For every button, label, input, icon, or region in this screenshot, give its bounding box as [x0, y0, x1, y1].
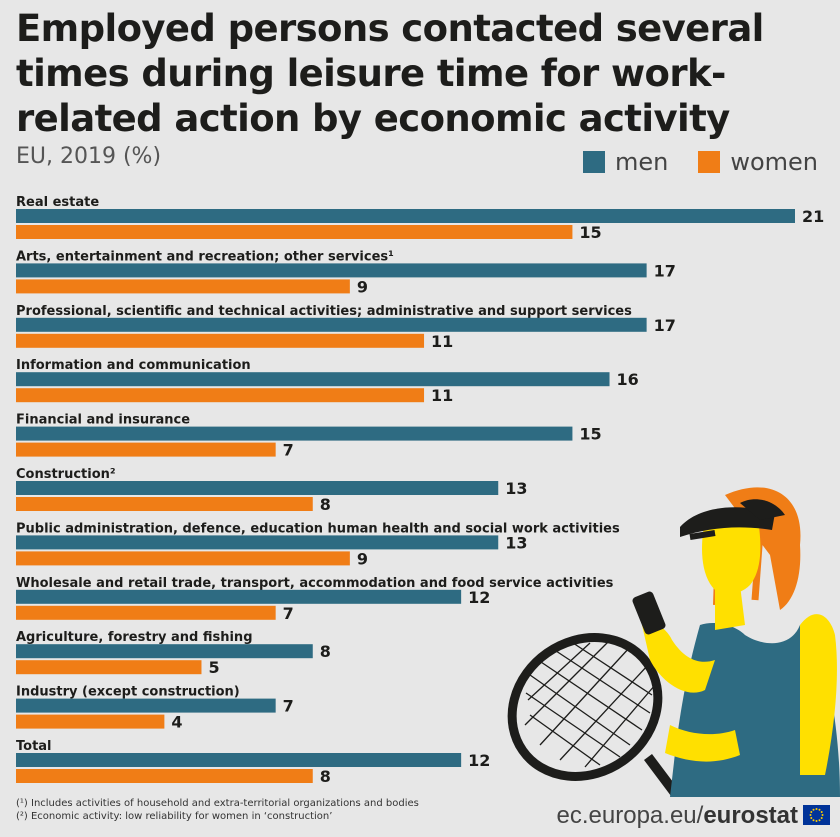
bar-women	[16, 769, 313, 783]
value-label-men: 8	[320, 642, 331, 661]
value-label-women: 4	[171, 713, 182, 732]
bar-chart: Real estate 21 15 Arts, entertainment and r…	[16, 195, 824, 786]
eurostat-logo-text: eurostat	[703, 802, 798, 829]
legend-item-women: women	[698, 148, 818, 176]
source-link[interactable]: ec.europa.eu/eurostat	[557, 802, 798, 830]
category-label: Arts, entertainment and recreation; othe…	[16, 249, 394, 264]
value-label-men: 17	[654, 261, 676, 280]
legend-label-men: men	[614, 148, 669, 176]
value-label-men: 17	[654, 316, 676, 335]
tennis-racket-icon	[507, 633, 682, 797]
value-label-men: 16	[617, 370, 639, 389]
bar-women	[16, 714, 165, 729]
bar-women	[16, 605, 276, 620]
value-label-men: 12	[468, 588, 490, 607]
value-label-men: 21	[802, 207, 824, 226]
value-label-men: 13	[505, 479, 527, 498]
category-label: Information and communication	[16, 358, 251, 373]
value-label-men: 13	[505, 533, 527, 552]
category-label: Professional, scientific and technical a…	[16, 304, 632, 319]
chart-title: Employed persons contacted several times…	[16, 7, 764, 140]
bar-women	[16, 660, 202, 675]
bar-men	[16, 535, 499, 550]
bar-men	[16, 263, 647, 278]
bar-women	[16, 551, 350, 566]
source-domain: ec.europa.eu/	[556, 802, 704, 829]
legend-swatch-women	[698, 151, 721, 173]
value-label-women: 7	[283, 604, 294, 623]
value-label-women: 9	[357, 277, 368, 296]
category-label: Public administration, defence, educatio…	[16, 521, 620, 536]
category-label: Industry (except construction)	[16, 685, 240, 700]
value-label-women: 9	[357, 549, 368, 568]
value-label-men: 15	[579, 425, 601, 444]
chart-subtitle: EU, 2019 (%)	[16, 144, 162, 169]
legend-label-women: women	[730, 148, 818, 176]
footnote-2: (²) Economic activity: low reliability f…	[16, 811, 333, 822]
value-label-women: 7	[283, 441, 294, 460]
bar-men	[16, 372, 610, 387]
legend: men women	[553, 148, 818, 176]
value-label-women: 8	[320, 767, 331, 786]
value-label-women: 8	[320, 495, 331, 514]
value-label-women: 11	[431, 332, 453, 351]
tennis-player-illustration	[507, 487, 840, 797]
bar-men	[16, 317, 647, 332]
eu-flag-icon	[803, 805, 830, 825]
bar-women	[16, 225, 573, 239]
value-label-men: 7	[283, 697, 294, 716]
footnotes: (¹) Includes activities of household and…	[16, 797, 419, 823]
value-label-women: 11	[431, 386, 453, 405]
bar-men	[16, 426, 573, 441]
legend-swatch-men	[582, 151, 605, 173]
bar-women	[16, 497, 313, 511]
category-label: Total	[16, 739, 52, 754]
category-label: Construction²	[16, 467, 116, 482]
bar-women	[16, 388, 425, 403]
bar-men	[16, 753, 462, 767]
category-label: Agriculture, forestry and fishing	[16, 630, 253, 645]
bar-women	[16, 279, 350, 294]
bar-men	[16, 209, 795, 223]
bar-women	[16, 442, 276, 457]
bar-men	[16, 481, 499, 495]
category-label: Real estate	[16, 195, 99, 210]
category-label: Financial and insurance	[16, 413, 190, 428]
footnote-1: (¹) Includes activities of household and…	[16, 798, 419, 809]
value-label-women: 15	[579, 223, 601, 242]
legend-item-men: men	[582, 148, 669, 176]
bar-men	[16, 698, 276, 713]
bar-men	[16, 644, 313, 659]
category-label: Wholesale and retail trade, transport, a…	[16, 576, 614, 591]
value-label-women: 5	[208, 658, 219, 677]
bar-women	[16, 333, 425, 348]
value-label-men: 12	[468, 751, 490, 770]
bar-men	[16, 589, 462, 604]
